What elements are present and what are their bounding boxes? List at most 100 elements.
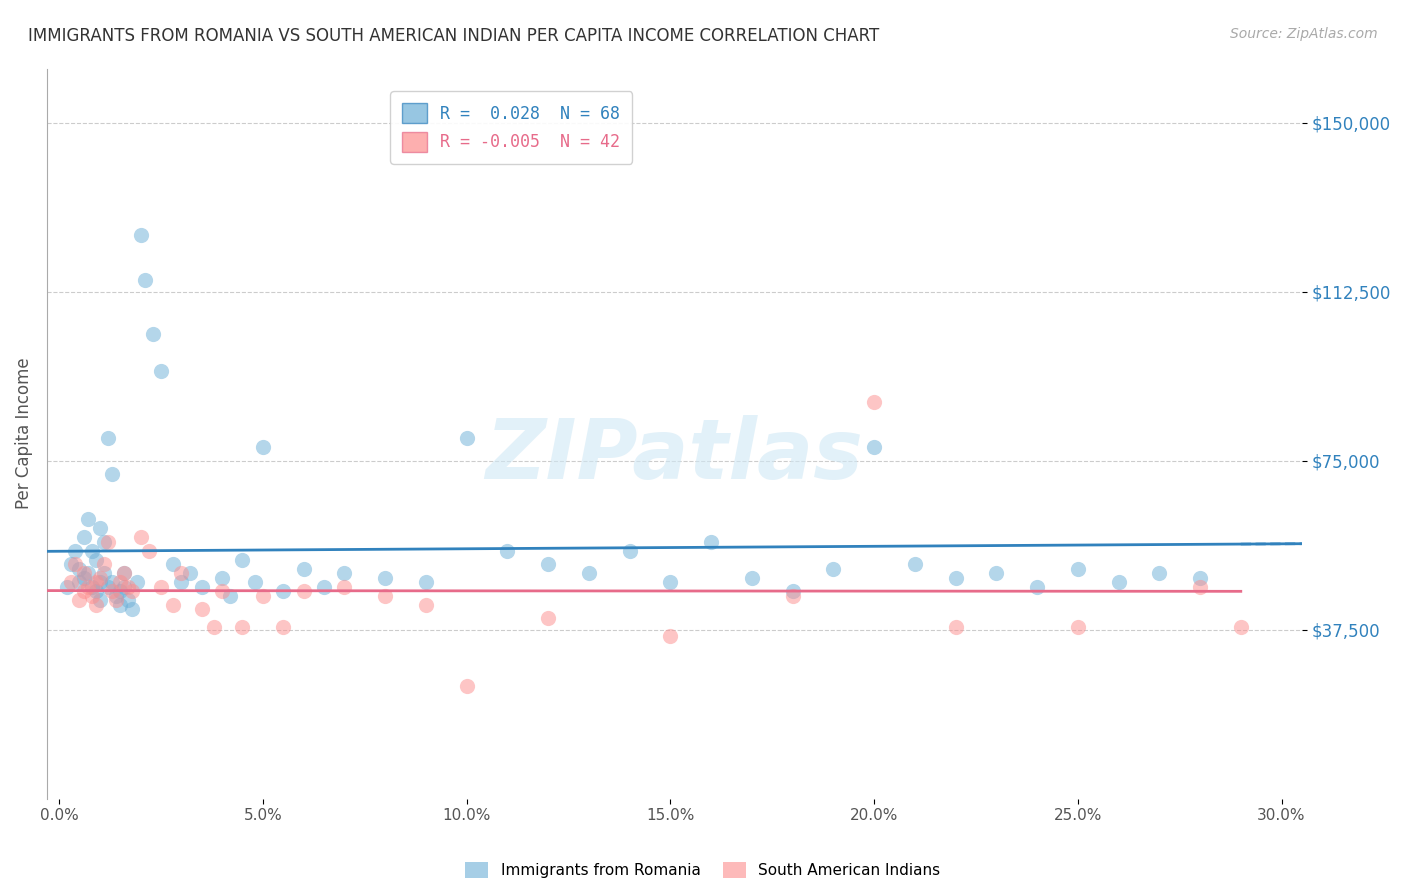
Point (72, 584, 94, 599)
Point (149, 363, 172, 377)
Point (76, 580, 98, 594)
Point (112, 566, 135, 581)
Text: IMMIGRANTS FROM ROMANIA VS SOUTH AMERICAN INDIAN PER CAPITA INCOME CORRELATION C: IMMIGRANTS FROM ROMANIA VS SOUTH AMERICA… (28, 27, 879, 45)
Point (142, 327, 165, 342)
Point (271, 584, 294, 599)
Point (231, 553, 253, 567)
Point (162, 558, 184, 572)
Point (863, 395, 886, 409)
Point (129, 530, 152, 544)
Point (659, 630, 682, 644)
Point (1067, 562, 1090, 576)
Point (138, 544, 160, 558)
Point (110, 584, 132, 599)
Point (782, 589, 804, 603)
Point (823, 562, 845, 576)
Point (105, 593, 128, 607)
Point (84, 598, 107, 612)
Point (105, 589, 128, 603)
Point (69, 593, 91, 607)
Point (456, 679, 478, 693)
Point (60, 558, 83, 572)
Legend: Immigrants from Romania, South American Indians: Immigrants from Romania, South American … (460, 856, 946, 884)
Point (904, 558, 927, 572)
Point (292, 562, 315, 576)
Point (110, 575, 132, 590)
Point (60, 575, 83, 590)
Point (1189, 580, 1212, 594)
Point (97, 534, 120, 549)
Point (312, 580, 335, 594)
Point (1067, 620, 1090, 634)
Point (112, 566, 135, 581)
Text: ZIPatlas: ZIPatlas (485, 415, 863, 496)
Point (292, 584, 315, 599)
Point (76, 566, 98, 581)
Point (863, 440, 886, 454)
Point (741, 571, 763, 585)
Point (84, 584, 107, 599)
Point (945, 620, 967, 634)
Point (121, 584, 143, 599)
Point (945, 571, 967, 585)
Point (170, 566, 193, 581)
Point (782, 584, 804, 599)
Point (243, 575, 266, 590)
Point (93, 534, 115, 549)
Point (89, 571, 111, 585)
Point (659, 575, 682, 590)
Point (117, 593, 139, 607)
Point (1108, 575, 1130, 590)
Point (211, 571, 233, 585)
Point (537, 558, 560, 572)
Point (121, 602, 143, 616)
Point (231, 620, 253, 634)
Point (97, 431, 120, 445)
Point (496, 544, 519, 558)
Legend: R =  0.028  N = 68, R = -0.005  N = 42: R = 0.028 N = 68, R = -0.005 N = 42 (391, 92, 633, 164)
Point (65, 544, 87, 558)
Point (252, 589, 274, 603)
Point (190, 602, 212, 616)
Point (333, 580, 356, 594)
Point (1026, 580, 1049, 594)
Point (56, 580, 79, 594)
Point (80, 544, 103, 558)
Point (537, 611, 560, 625)
Point (1149, 566, 1171, 581)
Point (700, 534, 723, 549)
Point (149, 580, 172, 594)
Point (252, 440, 274, 454)
Point (72, 566, 94, 581)
Point (80, 589, 103, 603)
Point (89, 521, 111, 535)
Point (374, 571, 396, 585)
Point (101, 584, 124, 599)
Point (578, 566, 600, 581)
Point (69, 575, 91, 590)
Point (80, 580, 103, 594)
Point (619, 544, 641, 558)
Point (101, 575, 124, 590)
Point (93, 558, 115, 572)
Point (84, 575, 107, 590)
Point (110, 598, 132, 612)
Point (202, 620, 225, 634)
Point (1229, 620, 1251, 634)
Point (333, 566, 356, 581)
Point (69, 562, 91, 576)
Point (162, 598, 184, 612)
Point (129, 228, 152, 243)
Point (211, 584, 233, 599)
Point (125, 575, 148, 590)
Point (456, 431, 478, 445)
Point (117, 580, 139, 594)
Point (219, 589, 242, 603)
Point (72, 530, 94, 544)
Point (76, 512, 98, 526)
Point (112, 580, 135, 594)
Point (101, 467, 124, 482)
Point (271, 620, 294, 634)
Point (374, 589, 396, 603)
Point (179, 566, 201, 581)
